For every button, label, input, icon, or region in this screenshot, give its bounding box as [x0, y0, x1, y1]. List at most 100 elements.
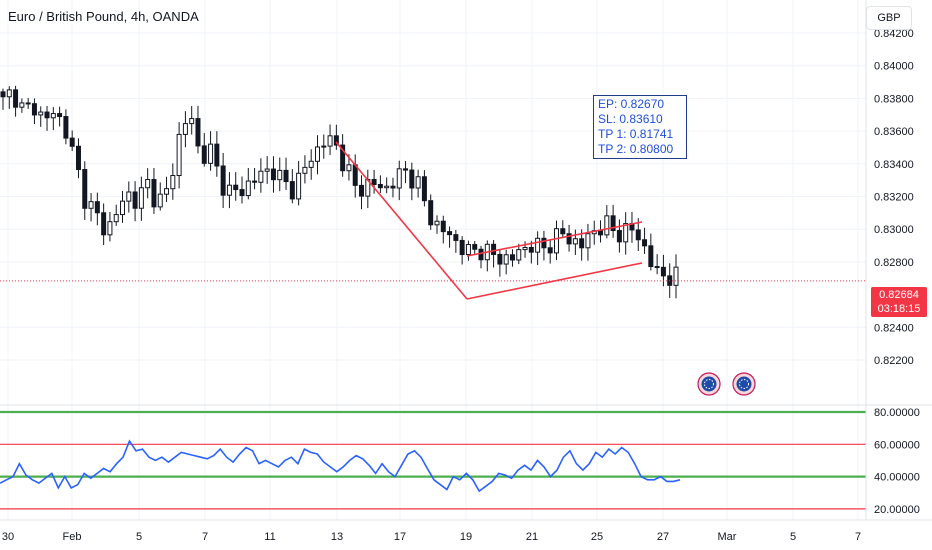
currency-button[interactable]: GBP — [866, 6, 912, 30]
candle-body — [572, 238, 578, 245]
candle-body — [189, 118, 195, 125]
candle-body — [132, 191, 138, 209]
candle-body — [585, 233, 591, 249]
candle-body — [19, 102, 25, 108]
candle-body — [472, 244, 478, 250]
event-stars — [704, 379, 714, 389]
candle-body — [296, 172, 302, 200]
price-axis-label: 0.83400 — [874, 159, 914, 171]
candle-body — [371, 178, 377, 186]
time-axis-label: 13 — [331, 531, 343, 543]
candle-body — [579, 238, 585, 249]
take-profit-2-text: TP 2: 0.80800 — [598, 142, 674, 156]
entry-price-text: EP: 0.82670 — [598, 97, 665, 111]
candle-body — [314, 146, 320, 162]
candle-body — [497, 253, 503, 265]
candle-body — [604, 215, 610, 236]
candle-body — [82, 169, 88, 209]
candle-body — [478, 248, 484, 261]
candle-body — [409, 169, 415, 189]
candle-body — [415, 176, 421, 189]
candle-body — [44, 111, 50, 119]
candle-body — [201, 145, 207, 164]
bar-countdown: 03:18:15 — [877, 303, 921, 315]
candle-body — [302, 166, 308, 174]
candle-body — [333, 135, 339, 146]
candle-body — [660, 266, 666, 277]
candle-body — [176, 133, 182, 177]
rsi-axis-label: 40.00000 — [874, 472, 920, 484]
candle-body — [390, 185, 396, 189]
candle-body — [598, 230, 604, 236]
candle-body — [289, 181, 295, 200]
impulse-trendline — [335, 141, 468, 300]
candle-body — [384, 185, 390, 189]
candle-body — [107, 221, 113, 236]
candle-body — [654, 266, 660, 269]
candle-body — [403, 168, 409, 171]
economic-events[interactable] — [697, 372, 756, 396]
time-axis-label: 17 — [394, 531, 406, 543]
trade-plan-note[interactable]: EP: 0.82670 SL: 0.83610 TP 1: 0.81741 TP… — [593, 95, 687, 159]
candle-body — [101, 212, 107, 236]
candle-body — [13, 89, 19, 108]
price-axis-label: 0.83000 — [874, 224, 914, 236]
candle-body — [359, 184, 365, 197]
candle-body — [195, 118, 201, 147]
candle-body — [69, 137, 75, 147]
candle-body — [635, 229, 641, 241]
channel-lower-line — [466, 262, 643, 300]
candle-body — [264, 168, 270, 172]
candle-body — [57, 113, 63, 118]
candle-body — [434, 220, 440, 226]
candle-body — [447, 231, 453, 236]
price-axis-label: 0.82800 — [874, 257, 914, 269]
candle-body — [214, 143, 220, 167]
event-core — [701, 376, 717, 392]
candle-body — [553, 228, 559, 254]
economic-event-icon[interactable] — [697, 372, 721, 396]
candle-body — [346, 164, 352, 172]
trendline-drawings[interactable] — [335, 141, 643, 300]
take-profit-1-text: TP 1: 0.81741 — [598, 127, 674, 141]
candle-body — [50, 113, 56, 119]
candle-body — [327, 135, 333, 147]
rsi-panel — [0, 410, 866, 510]
economic-event-icon[interactable] — [732, 372, 756, 396]
candle-body — [157, 193, 163, 208]
rsi-axis-label: 20.00000 — [874, 504, 920, 516]
candle-body — [138, 187, 144, 209]
candle-body — [566, 233, 572, 245]
candle-body — [528, 246, 534, 253]
candle-body — [377, 184, 383, 189]
event-core — [736, 376, 752, 392]
price-axis-label: 0.83800 — [874, 93, 914, 105]
candle-body — [220, 165, 226, 196]
time-axis-label: 11 — [264, 531, 275, 543]
candle-body — [321, 145, 327, 148]
candle-body — [31, 103, 37, 116]
grid — [0, 0, 866, 520]
candle-body — [547, 247, 553, 254]
rsi-axis-label: 80.00000 — [874, 407, 920, 419]
candle-body — [75, 145, 81, 171]
candle-body — [164, 188, 170, 195]
last-price-value: 0.82684 — [879, 289, 919, 301]
candle-body — [560, 228, 566, 235]
candle-body — [145, 179, 151, 189]
candle-body — [38, 111, 44, 116]
price-axis-label: 0.84200 — [874, 28, 914, 40]
time-axis-label: 5 — [136, 531, 142, 543]
candle-body — [503, 254, 509, 265]
candle-body — [94, 201, 100, 214]
stop-loss-text: SL: 0.83610 — [598, 112, 663, 126]
candle-body — [63, 116, 69, 139]
candle-body — [239, 189, 245, 197]
candle-body — [509, 254, 515, 261]
candle-body — [516, 249, 522, 261]
time-axis-label: 19 — [460, 531, 472, 543]
candle-body — [491, 243, 497, 255]
price-axis-label: 0.83600 — [874, 126, 914, 138]
